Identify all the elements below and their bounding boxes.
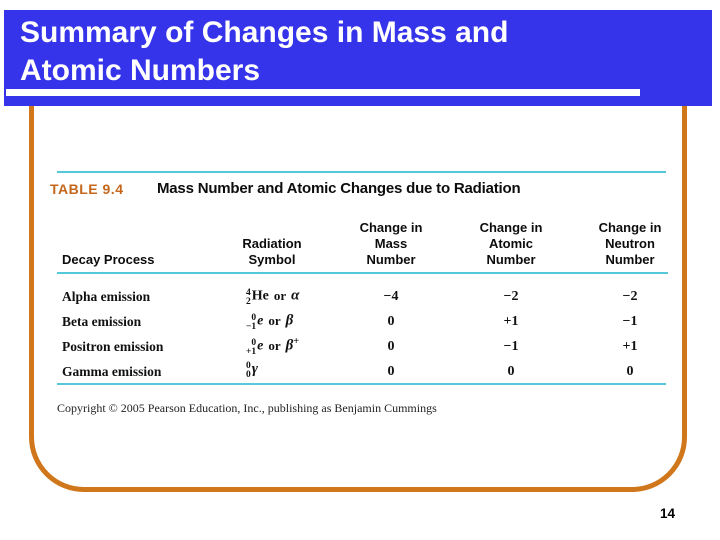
col-header-line: Neutron bbox=[605, 236, 655, 251]
table-top-rule bbox=[57, 171, 666, 173]
radiation-symbol: 0 −1 e or β bbox=[246, 311, 293, 332]
col-header-change-atomic: Change in Atomic Number bbox=[466, 220, 556, 268]
change-mass-value: −4 bbox=[383, 289, 399, 304]
change-mass-value: 0 bbox=[387, 314, 395, 329]
change-mass-value: 0 bbox=[387, 339, 395, 354]
change-atomic-value: 0 bbox=[507, 364, 515, 379]
greek-letter: α bbox=[291, 287, 300, 304]
col-header-line: Number bbox=[605, 252, 655, 267]
table-caption: Mass Number and Atomic Changes due to Ra… bbox=[157, 180, 521, 197]
col-header-line: Atomic bbox=[488, 236, 534, 251]
col-header-line: Change in bbox=[479, 220, 543, 235]
greek-superscript: + bbox=[293, 336, 300, 347]
change-neutron-value: 0 bbox=[626, 364, 634, 379]
nuclide-body: e bbox=[257, 338, 264, 354]
col-header-decay-process: Decay Process bbox=[62, 252, 155, 268]
slide-page-number: 14 bbox=[660, 506, 676, 521]
table-row: Alpha emission 4 2 He or α −4 −2 −2 bbox=[0, 286, 720, 311]
change-neutron-value: −1 bbox=[622, 314, 638, 329]
col-header-change-neutron: Change in Neutron Number bbox=[585, 220, 675, 268]
col-header-line: Change in bbox=[598, 220, 662, 235]
change-atomic-value: −1 bbox=[503, 339, 519, 354]
decay-process: Gamma emission bbox=[62, 364, 162, 379]
slide-title-line2: Atomic Numbers bbox=[20, 54, 261, 87]
table-bottom-rule bbox=[57, 383, 666, 385]
change-atomic-value: −2 bbox=[503, 289, 519, 304]
nuclide-body: e bbox=[257, 313, 264, 329]
table-row: Positron emission 0 +1 e or β+ 0 −1 +1 bbox=[0, 336, 720, 361]
col-header-line: Radiation bbox=[242, 236, 302, 251]
radiation-symbol: 0 +1 e or β+ bbox=[246, 336, 299, 357]
col-header-radiation-symbol: Radiation Symbol bbox=[227, 236, 317, 268]
greek-letter: β bbox=[285, 312, 294, 329]
col-header-line: Decay Process bbox=[62, 252, 155, 267]
or-word: or bbox=[268, 337, 281, 353]
content-frame bbox=[29, 38, 687, 492]
table-row: Beta emission 0 −1 e or β 0 +1 −1 bbox=[0, 311, 720, 336]
col-header-change-mass: Change in Mass Number bbox=[346, 220, 436, 268]
col-header-line: Symbol bbox=[248, 252, 296, 267]
table-header-rule bbox=[57, 272, 668, 274]
table-label: TABLE 9.4 bbox=[50, 181, 124, 197]
copyright-notice: Copyright © 2005 Pearson Education, Inc.… bbox=[57, 401, 437, 415]
decay-process: Alpha emission bbox=[62, 289, 151, 304]
greek-letter: γ bbox=[251, 361, 258, 377]
nuclide-scripts: 0 −1 bbox=[246, 312, 257, 332]
or-word: or bbox=[273, 287, 287, 303]
col-header-line: Number bbox=[486, 252, 536, 267]
or-word: or bbox=[268, 312, 281, 328]
change-atomic-value: +1 bbox=[503, 314, 519, 329]
change-neutron-value: −2 bbox=[622, 289, 638, 304]
decay-process: Positron emission bbox=[62, 339, 164, 354]
greek-letter: β bbox=[285, 337, 294, 354]
col-header-line: Change in bbox=[359, 220, 423, 235]
decay-process: Beta emission bbox=[62, 314, 142, 329]
change-mass-value: 0 bbox=[387, 364, 395, 379]
col-header-line: Number bbox=[366, 252, 416, 267]
slide-title-banner: Summary of Changes in Mass and Atomic Nu… bbox=[4, 10, 712, 106]
title-underline bbox=[6, 89, 640, 96]
slide-title: Summary of Changes in Mass and Atomic Nu… bbox=[20, 14, 508, 90]
radiation-symbol: 4 2 He or α bbox=[246, 286, 299, 307]
nuclide-body: He bbox=[251, 288, 269, 304]
nuclide-scripts: 0 +1 bbox=[246, 337, 257, 357]
change-neutron-value: +1 bbox=[622, 339, 638, 354]
slide-title-line1: Summary of Changes in Mass and bbox=[20, 16, 509, 49]
col-header-line: Mass bbox=[374, 236, 408, 251]
